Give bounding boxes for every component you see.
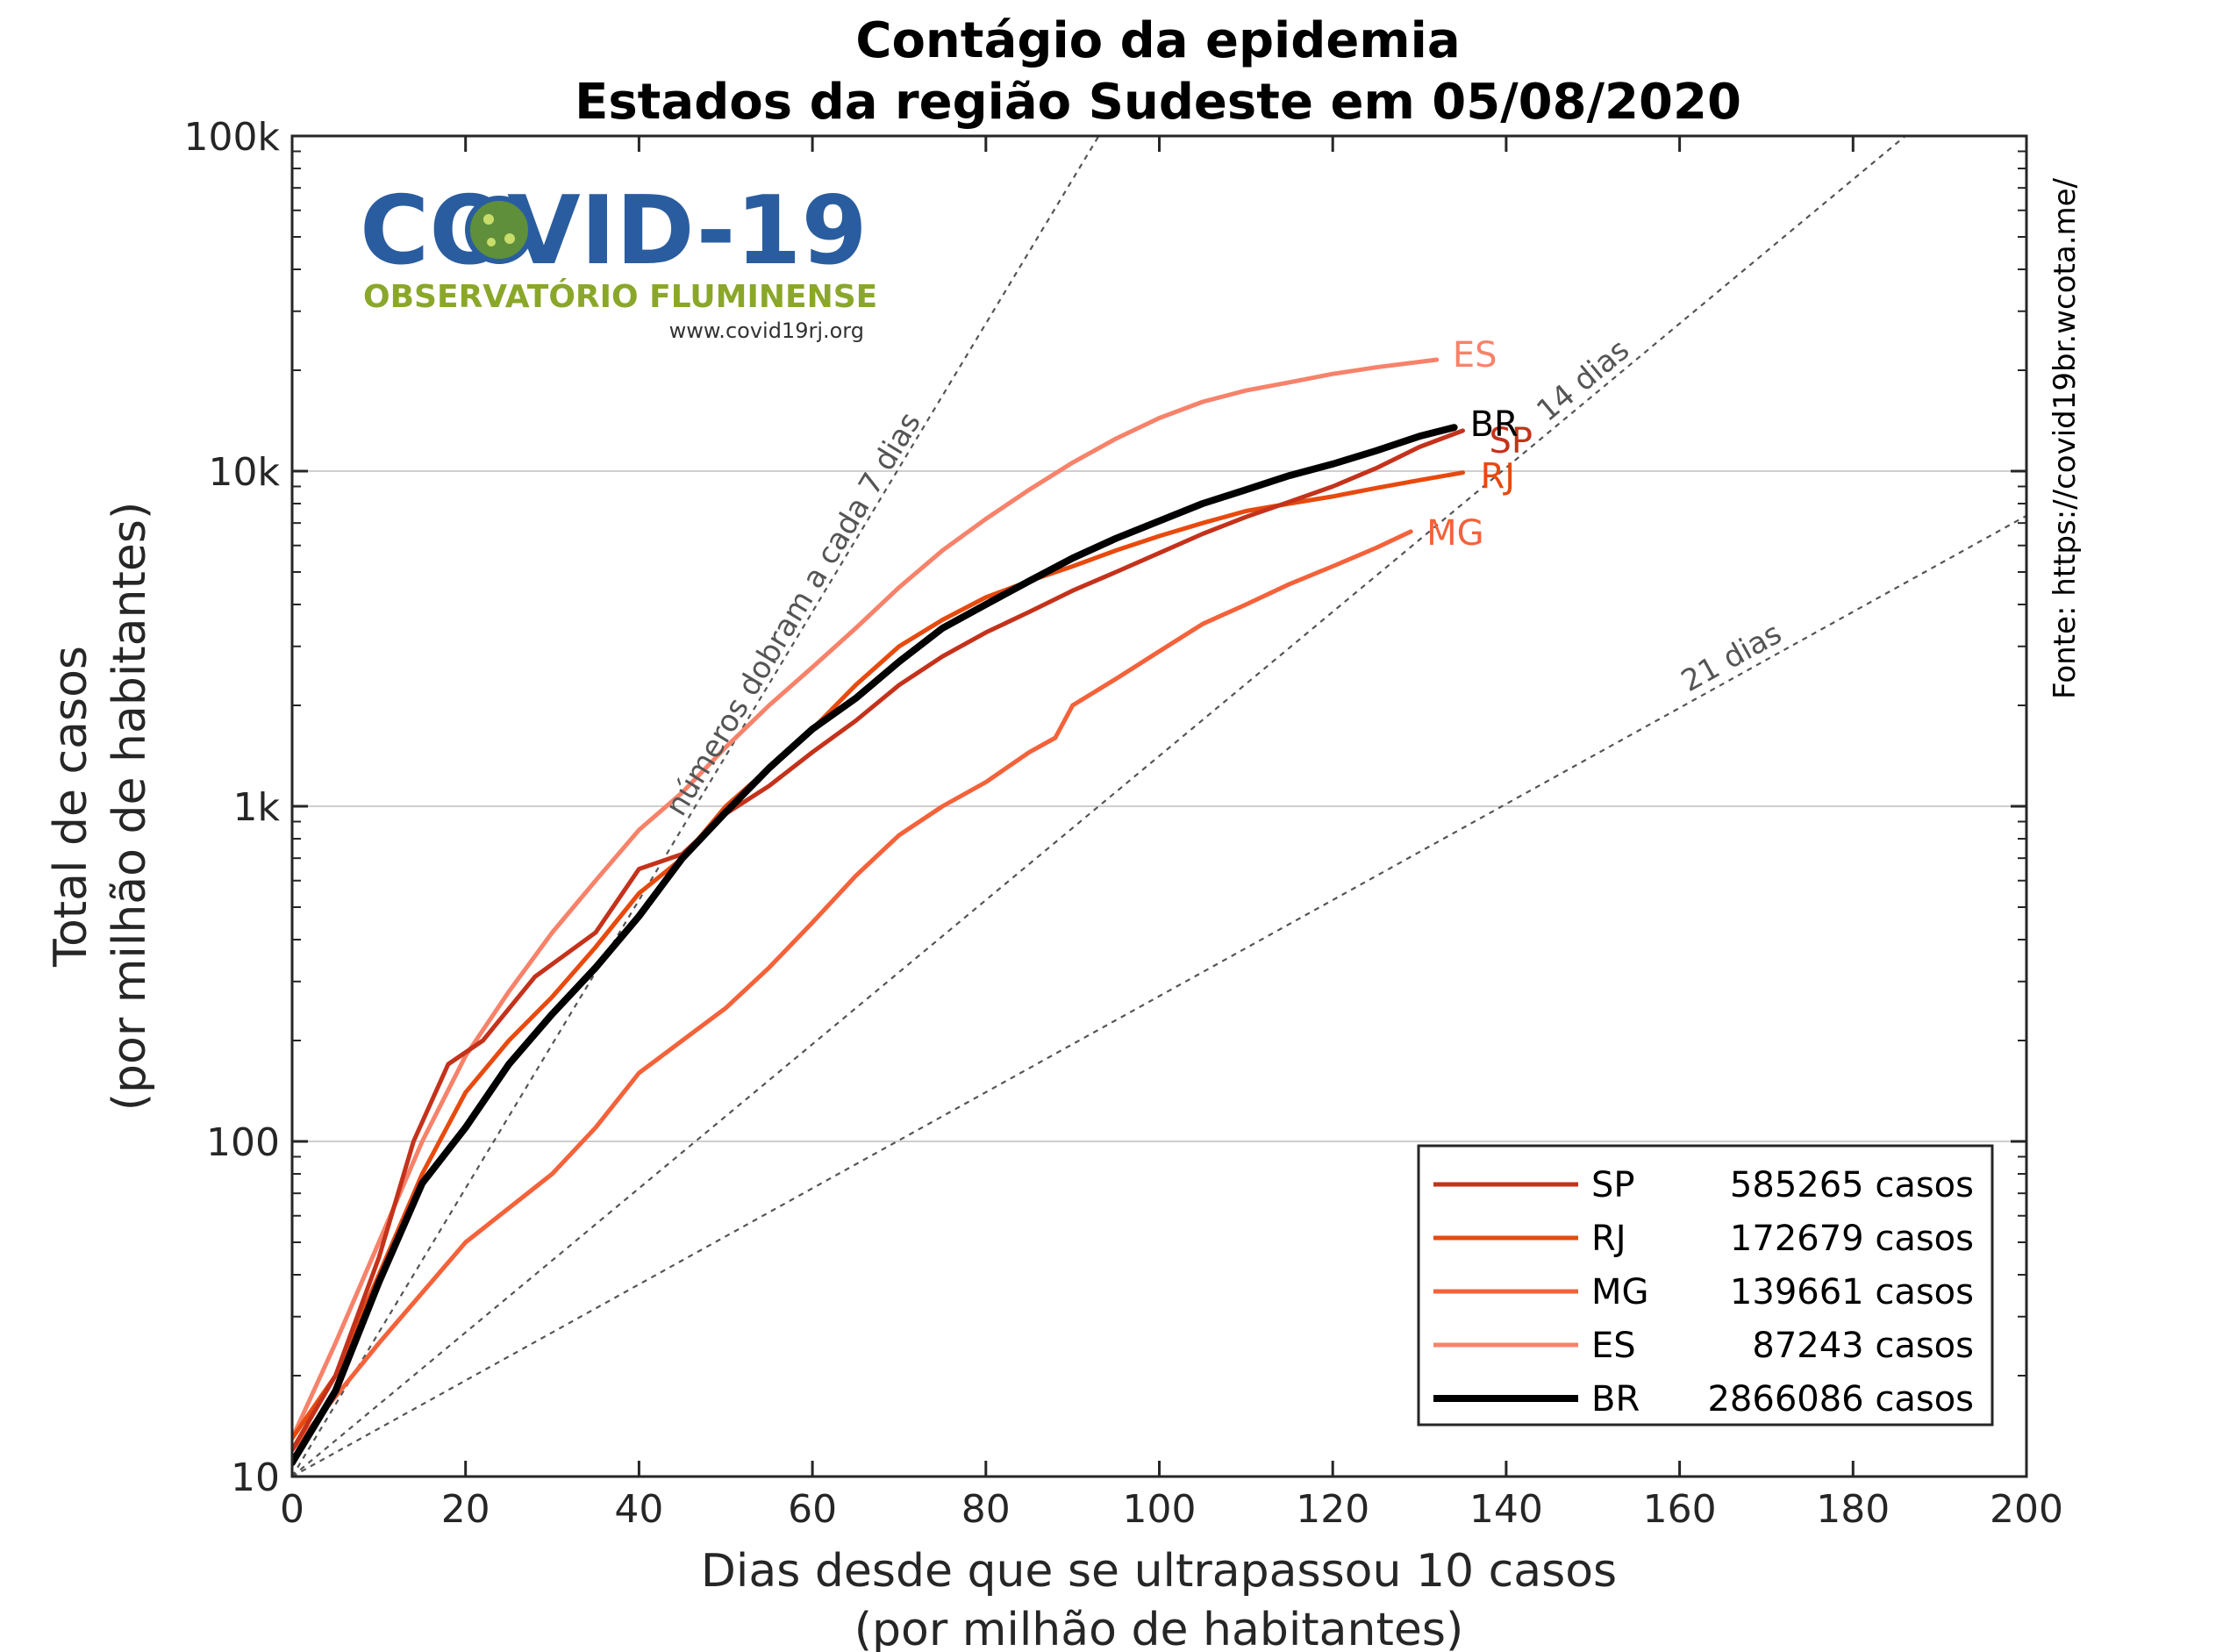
series-line-br	[292, 424, 1458, 1467]
logo-title: COVID-19	[360, 176, 868, 286]
x-tick-label-180: 180	[1816, 1487, 1890, 1532]
x-tick-label-80: 80	[961, 1487, 1011, 1532]
series-lines	[292, 357, 1465, 1467]
chart-title: Contágio da epidemia	[855, 12, 1460, 69]
y-tick-label-1000: 1k	[233, 785, 281, 830]
y-tick-label-100: 100	[206, 1120, 280, 1165]
x-tick-label-40: 40	[614, 1487, 663, 1532]
series-end-label-rj: RJ	[1480, 457, 1515, 497]
series-end-label-es: ES	[1453, 335, 1497, 375]
legend-cases-sp: 585265 casos	[1730, 1165, 1974, 1205]
x-tick-label-100: 100	[1123, 1487, 1197, 1532]
series-line-es	[292, 357, 1440, 1441]
reference-line-14-dias	[292, 136, 1907, 1477]
legend: SP 585265 casos RJ 172679 casos MG 139661 cas…	[1417, 1144, 1994, 1427]
legend-cases-mg: 139661 casos	[1730, 1272, 1974, 1312]
source-label: Fonte: https://covid19br.wcota.me/	[2048, 177, 2083, 699]
x-tick-label-140: 140	[1469, 1487, 1543, 1532]
legend-name-br: BR	[1591, 1379, 1640, 1420]
reference-lines	[292, 136, 2026, 1477]
y-tick-label-10000: 10k	[209, 450, 281, 495]
axis-ticks: 0 20 40 60 80 100 120 140 160 180 200 10 100 1k 10k 100…	[184, 115, 2063, 1532]
logo-url: www.covid19rj.org	[669, 318, 864, 343]
legend-box	[1417, 1144, 1994, 1427]
chart-subtitle: Estados da região Sudeste em 05/08/2020	[575, 74, 1741, 131]
reference-line-7-dias	[292, 136, 1100, 1477]
legend-name-sp: SP	[1591, 1165, 1635, 1205]
x-tick-label-200: 200	[1990, 1487, 2063, 1532]
y-axis-label-unit: (por milhão de habitantes)	[104, 502, 156, 1112]
x-axis-label: Dias desde que se ultrapassou 10 casos	[701, 1545, 1617, 1598]
reference-line-21-dias	[292, 514, 2026, 1477]
virus-icon	[465, 196, 533, 264]
y-tick-label-10: 10	[231, 1455, 280, 1500]
y-tick-label-100000: 100k	[184, 115, 281, 160]
legend-name-rj: RJ	[1591, 1219, 1626, 1259]
x-axis-label-unit: (por milhão de habitantes)	[854, 1604, 1464, 1652]
logo-subtitle: OBSERVATÓRIO FLUMINENSE	[363, 278, 877, 315]
legend-name-mg: MG	[1591, 1272, 1649, 1312]
series-line-sp	[292, 428, 1465, 1453]
x-tick-label-0: 0	[280, 1487, 304, 1532]
legend-cases-br: 2866086 casos	[1707, 1379, 1974, 1420]
legend-cases-rj: 172679 casos	[1730, 1219, 1974, 1259]
x-tick-label-20: 20	[441, 1487, 490, 1532]
series-end-label-br: BR	[1470, 404, 1519, 445]
x-tick-label-120: 120	[1296, 1487, 1369, 1532]
series-line-mg	[292, 529, 1413, 1453]
y-axis-label: Total de casos	[45, 646, 97, 968]
legend-name-es: ES	[1591, 1326, 1636, 1366]
series-end-label-sp: SP	[1489, 421, 1533, 461]
covid19-observatorio-logo: COVID-19 OBSERVATÓRIO FLUMINENSE www.cov…	[360, 176, 877, 343]
legend-cases-es: 87243 casos	[1752, 1326, 1974, 1366]
x-tick-label-160: 160	[1643, 1487, 1717, 1532]
x-tick-label-60: 60	[788, 1487, 837, 1532]
series-end-label-mg: MG	[1426, 513, 1484, 554]
